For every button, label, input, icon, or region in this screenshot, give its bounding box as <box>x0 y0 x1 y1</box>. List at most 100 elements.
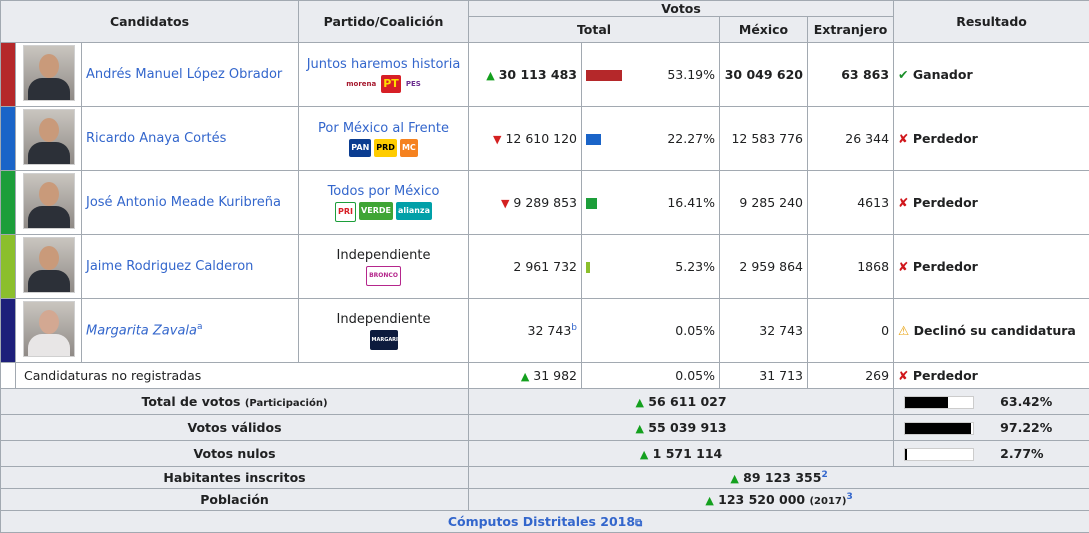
candidate-name-link[interactable]: Andrés Manuel López Obrador <box>86 67 282 82</box>
candidate-row: Margarita Zavalaa Independiente MARGARIT… <box>1 299 1089 363</box>
total-votes: 2 961 732 <box>469 235 582 299</box>
candidate-row: José Antonio Meade Kuribreña Todos por M… <box>1 171 1089 235</box>
trend-up-icon: ▲ <box>640 448 648 461</box>
percentage-bar <box>586 371 654 382</box>
summary-value: 89 123 355 <box>743 470 821 485</box>
percentage: 0.05% <box>675 323 715 338</box>
footnote-2[interactable]: 2 <box>821 470 827 480</box>
candidate-photo[interactable] <box>16 171 82 235</box>
party-color-swatch <box>1 299 16 363</box>
party-link[interactable]: Por México al Frente <box>318 121 449 136</box>
trend-up-icon: ▲ <box>705 494 713 507</box>
verde-logo-icon[interactable]: VERDE <box>359 202 393 220</box>
percentage: 2.77% <box>1000 446 1043 461</box>
party-color-swatch <box>1 171 16 235</box>
percentage-bar <box>904 448 974 461</box>
candidate-row: Ricardo Anaya Cortés Por México al Frent… <box>1 107 1089 171</box>
header-partido: Partido/Coalición <box>299 1 469 43</box>
percentage-bar <box>586 198 654 209</box>
bronco-logo-icon[interactable]: BRONCO <box>366 266 401 286</box>
cross-icon: ✘ <box>898 259 908 274</box>
candidate-row: Andrés Manuel López Obrador Juntos harem… <box>1 43 1089 107</box>
percentage: 16.41% <box>667 195 715 210</box>
percentage: 53.19% <box>667 67 715 82</box>
trend-up-icon: ▲ <box>730 472 738 485</box>
party-link[interactable]: Todos por México <box>328 184 440 199</box>
total-votes: 32 743 <box>528 323 572 338</box>
footnote-3[interactable]: 3 <box>846 492 852 502</box>
result-label: Perdedor <box>913 131 978 146</box>
pri-logo-icon[interactable]: PRI <box>335 202 356 222</box>
candidate-row: Jaime Rodriguez Calderon Independiente B… <box>1 235 1089 299</box>
summary-value: 1 571 114 <box>653 446 723 461</box>
party-label: Independiente <box>337 248 431 263</box>
summary-valid-row: Votos válidos ▲ 55 039 913 97.22% <box>1 415 1089 441</box>
party-color-swatch <box>1 235 16 299</box>
candidate-name-link[interactable]: José Antonio Meade Kuribreña <box>86 195 281 210</box>
summary-value: 56 611 027 <box>648 394 726 409</box>
warning-icon: ⚠ <box>898 323 909 338</box>
pes-logo-icon[interactable]: PES <box>404 75 423 93</box>
mexico-votes: 9 285 240 <box>720 171 808 235</box>
population-year: (2017) <box>809 496 846 507</box>
percentage-bar <box>586 70 654 81</box>
candidate-photo[interactable] <box>16 299 82 363</box>
percentage-bar <box>904 396 974 409</box>
percentage-bar <box>586 262 654 273</box>
summary-value: 55 039 913 <box>648 420 726 435</box>
pan-logo-icon[interactable]: PAN <box>349 139 371 157</box>
candidate-photo[interactable] <box>16 43 82 107</box>
source-link[interactable]: Cómputos Distritales 2018 <box>448 514 635 529</box>
footnote-a[interactable]: a <box>197 322 203 332</box>
mc-logo-icon[interactable]: MC <box>400 139 418 157</box>
trend-down-icon: ▼ <box>501 197 509 210</box>
abroad-votes: 1868 <box>808 235 894 299</box>
check-icon: ✔ <box>898 67 908 82</box>
abroad-votes: 63 863 <box>808 43 894 107</box>
header-extranjero: Extranjero <box>808 17 894 43</box>
total-votes: 31 982 <box>533 368 577 383</box>
trend-up-icon: ▲ <box>635 422 643 435</box>
summary-total-row: Total de votos (Participación) ▲ 56 611 … <box>1 389 1089 415</box>
cross-icon: ✘ <box>898 131 908 146</box>
party-label: Independiente <box>337 312 431 327</box>
result-label: Perdedor <box>913 259 978 274</box>
total-votes: 12 610 120 <box>505 131 577 146</box>
party-color-swatch <box>1 43 16 107</box>
candidate-photo[interactable] <box>16 235 82 299</box>
trend-up-icon: ▲ <box>635 396 643 409</box>
percentage: 5.23% <box>675 259 715 274</box>
external-link-icon: ⧉ <box>635 518 642 529</box>
abroad-votes: 0 <box>808 299 894 363</box>
morena-logo-icon[interactable]: morena <box>344 75 378 93</box>
abroad-votes: 26 344 <box>808 107 894 171</box>
candidate-name-link[interactable]: Jaime Rodriguez Calderon <box>86 259 253 274</box>
footnote-b[interactable]: b <box>571 323 577 333</box>
header-candidatos: Candidatos <box>1 1 299 43</box>
mexico-votes: 2 959 864 <box>720 235 808 299</box>
mexico-votes: 32 743 <box>720 299 808 363</box>
candidate-name-link[interactable]: Margarita Zavala <box>86 324 197 339</box>
trend-up-icon: ▲ <box>486 69 494 82</box>
percentage-bar <box>586 134 654 145</box>
trend-down-icon: ▼ <box>493 133 501 146</box>
prd-logo-icon[interactable]: PRD <box>374 139 397 157</box>
abroad-votes: 269 <box>808 363 894 389</box>
party-link[interactable]: Juntos haremos historia <box>307 57 461 72</box>
percentage: 97.22% <box>1000 420 1052 435</box>
header-total: Total <box>469 17 720 43</box>
summary-label: Habitantes inscritos <box>1 467 469 489</box>
margarita-logo-icon[interactable]: MARGARITA <box>370 330 398 350</box>
result-label: Declinó su candidatura <box>914 323 1076 338</box>
source-row: Cómputos Distritales 2018⧉ <box>1 511 1089 533</box>
mexico-votes: 12 583 776 <box>720 107 808 171</box>
mexico-votes: 30 049 620 <box>720 43 808 107</box>
candidate-name-link[interactable]: Ricardo Anaya Cortés <box>86 131 226 146</box>
candidate-photo[interactable] <box>16 107 82 171</box>
percentage-bar <box>904 422 974 435</box>
nueva-alianza-logo-icon[interactable]: alianza <box>396 202 432 220</box>
pt-logo-icon[interactable]: PT <box>381 75 401 93</box>
result-label: Perdedor <box>913 368 978 383</box>
unregistered-row: Candidaturas no registradas ▲ 31 982 0.0… <box>1 363 1089 389</box>
header-mexico: México <box>720 17 808 43</box>
